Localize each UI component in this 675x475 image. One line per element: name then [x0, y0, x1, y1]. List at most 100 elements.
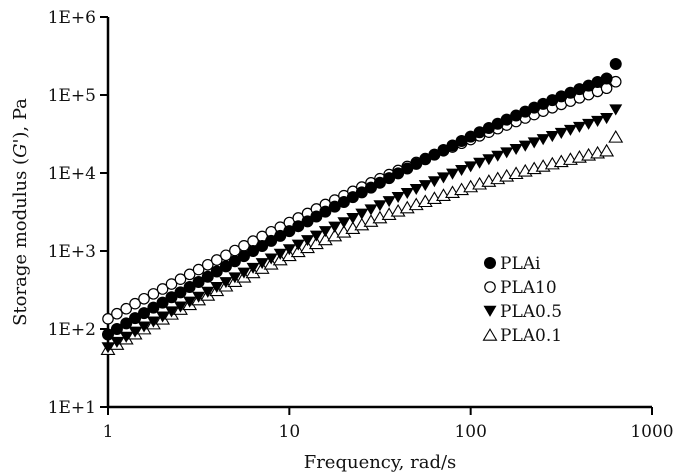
axes: [106, 17, 652, 409]
data-point: [219, 260, 232, 273]
data-point: [192, 263, 205, 276]
data-point: [591, 115, 605, 127]
y-tick-label: 1E+5: [48, 86, 96, 106]
data-point: [372, 210, 388, 224]
legend-label: PLA0.5: [500, 302, 562, 322]
data-point: [582, 118, 596, 130]
data-point: [427, 176, 441, 188]
data-point: [129, 297, 141, 310]
legend-label: PLA0.1: [500, 326, 562, 346]
data-point: [137, 321, 151, 333]
data-point: [265, 234, 278, 247]
legend-label: PLA10: [500, 278, 557, 298]
data-point: [500, 113, 513, 126]
data-point: [173, 301, 187, 313]
data-point: [355, 208, 369, 220]
data-point: [120, 302, 133, 315]
data-point: [382, 196, 396, 208]
data-point: [473, 157, 487, 169]
data-point: [383, 172, 396, 185]
data-point: [419, 153, 432, 166]
y-tick-label: 1E+2: [48, 320, 96, 340]
data-point: [110, 336, 124, 348]
data-point: [183, 268, 196, 281]
data-point: [482, 154, 496, 166]
data-point: [165, 278, 178, 290]
data-point: [491, 150, 505, 162]
x-axis-title: Frequency, rad/s: [304, 452, 457, 473]
data-point: [110, 323, 123, 335]
data-point: [210, 281, 224, 293]
data-point: [228, 255, 241, 268]
x-tick-label: 1: [103, 422, 114, 442]
data-point: [292, 220, 305, 233]
y-axis-title: Storage modulus (G'), Pa: [10, 98, 31, 326]
data-point: [446, 139, 459, 152]
data-point: [510, 109, 523, 122]
data-point: [255, 258, 269, 270]
data-point: [337, 195, 350, 208]
data-point: [192, 291, 206, 303]
data-point: [410, 157, 423, 170]
data-point: [165, 306, 179, 318]
data-point: [247, 245, 260, 257]
data-point: [129, 312, 142, 325]
data-point: [146, 316, 160, 328]
data-point: [192, 276, 205, 289]
data-point: [564, 86, 577, 99]
legend-entry: PLA0.1: [482, 326, 562, 346]
y-axis-title-part2: ), Pa: [10, 98, 31, 139]
data-point: [328, 221, 342, 233]
legend-marker: [484, 281, 496, 293]
data-point: [409, 184, 423, 196]
data-point: [156, 283, 169, 295]
data-point: [572, 121, 586, 133]
data-point: [147, 288, 160, 300]
y-tick-label: 1E+3: [48, 242, 96, 262]
data-point: [428, 148, 441, 161]
data-point: [355, 186, 368, 199]
data-point: [147, 301, 160, 314]
data-point: [401, 162, 414, 175]
data-marks: [100, 57, 624, 356]
y-tick-label: 1E+1: [48, 398, 96, 418]
data-point: [455, 164, 469, 177]
data-point: [102, 313, 114, 325]
data-point: [120, 317, 133, 330]
data-point: [228, 272, 242, 284]
data-point: [446, 168, 460, 180]
data-point: [400, 187, 414, 200]
data-point: [473, 126, 486, 139]
y-tick-label: 1E+6: [48, 8, 96, 28]
legend-marker: [482, 328, 498, 341]
data-point: [608, 129, 624, 143]
data-point: [364, 204, 378, 216]
data-point: [264, 253, 278, 265]
data-point: [591, 75, 604, 88]
data-point: [373, 200, 387, 212]
data-point: [309, 230, 323, 242]
data-point: [328, 200, 341, 213]
data-point: [282, 244, 296, 256]
data-point: [418, 180, 432, 192]
data-point: [373, 176, 386, 189]
data-point: [364, 181, 377, 194]
data-point: [183, 281, 196, 294]
data-point: [119, 331, 133, 343]
data-point: [174, 286, 187, 299]
data-point: [563, 124, 577, 136]
data-point: [609, 57, 622, 70]
legend-label: PLAi: [500, 254, 541, 274]
x-tick-label: 100: [454, 422, 486, 442]
legend-entry: PLAi: [484, 254, 541, 274]
data-point: [210, 254, 223, 266]
legend-entry: PLA10: [484, 278, 557, 298]
data-point: [555, 90, 568, 103]
data-point: [283, 225, 296, 238]
data-point: [256, 239, 269, 252]
data-point: [156, 311, 170, 323]
data-point: [101, 342, 115, 354]
data-point: [165, 291, 178, 304]
data-point: [527, 137, 541, 149]
